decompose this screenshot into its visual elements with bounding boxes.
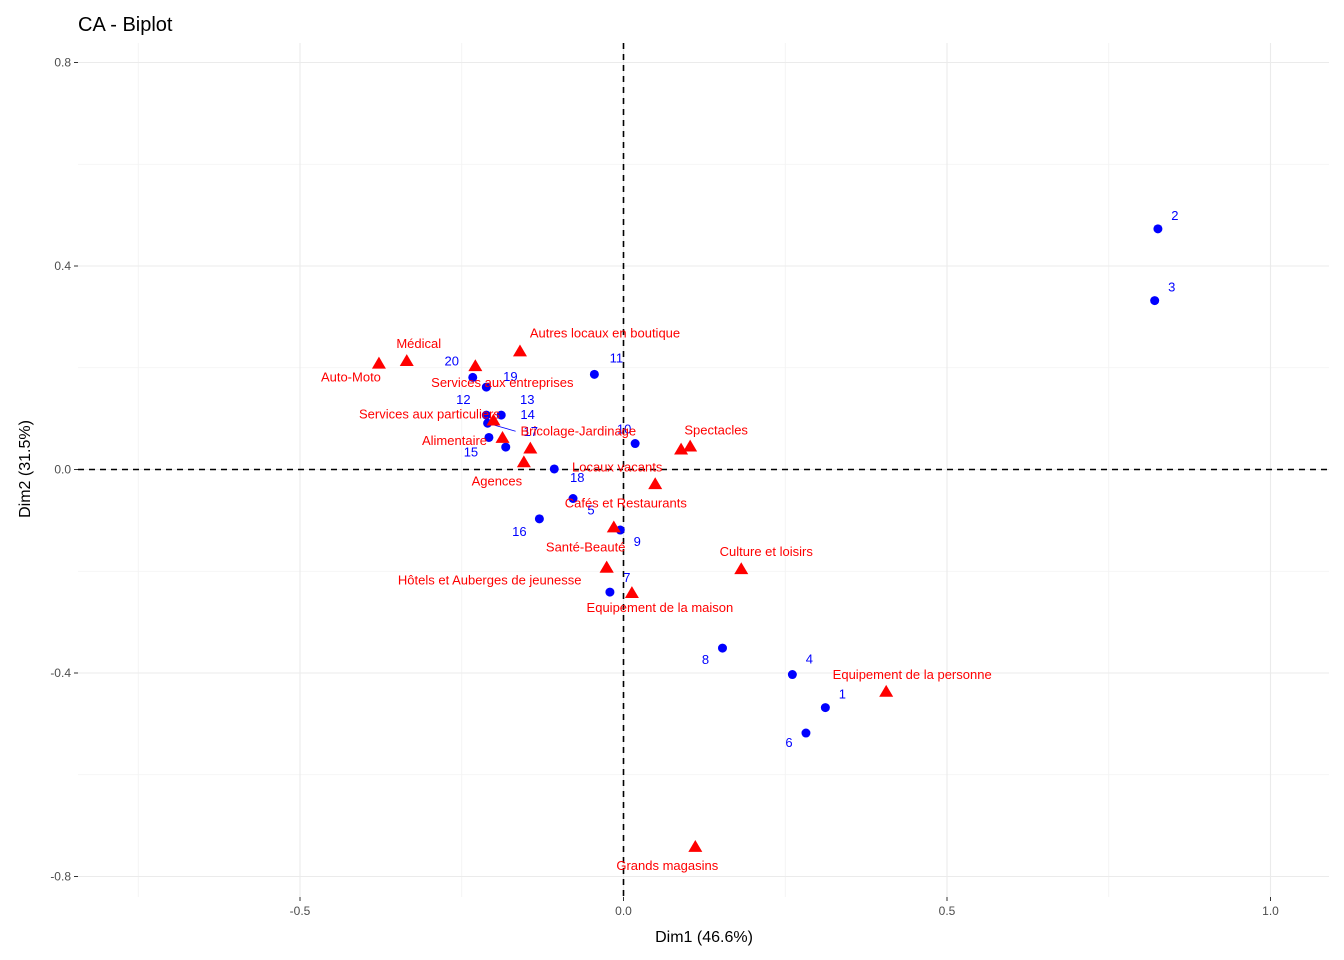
row-point (481, 382, 491, 392)
x-axis: -0.5 0.0 0.5 1.0 (290, 897, 1279, 918)
row-point (1150, 296, 1160, 306)
row-point-label: 13 (520, 392, 534, 407)
column-point (399, 354, 414, 367)
row-point-label: 17 (524, 424, 538, 439)
column-point (879, 684, 894, 697)
column-point (523, 441, 538, 454)
row-point (549, 464, 559, 474)
y-tick-label: -0.8 (50, 870, 71, 884)
x-tick-label: 0.5 (939, 904, 956, 918)
column-point-label: Grands magasins (616, 858, 718, 873)
row-point (630, 439, 640, 449)
column-point (688, 839, 703, 852)
row-point (468, 372, 478, 382)
column-point (648, 477, 663, 490)
row-point-label: 14 (520, 407, 534, 422)
column-point-label: Auto-Moto (321, 370, 381, 385)
row-point (484, 432, 494, 442)
column-point-label: Equipement de la personne (833, 667, 992, 682)
row-point-label: 7 (623, 570, 630, 585)
row-point (820, 703, 830, 713)
column-point (683, 439, 698, 452)
x-tick-label: 1.0 (1262, 904, 1279, 918)
column-point (371, 356, 386, 369)
row-point (589, 369, 599, 379)
row-point-label: 16 (512, 524, 526, 539)
row-point-label: 19 (503, 369, 517, 384)
column-point-label: Hôtels et Auberges de jeunesse (398, 573, 582, 588)
y-axis-title: Dim2 (31.5%) (17, 420, 34, 518)
y-tick-label: -0.4 (50, 666, 71, 680)
x-tick-label: 0.0 (615, 904, 632, 918)
row-point-label: 9 (634, 534, 641, 549)
column-point (468, 359, 483, 372)
row-point-label: 2 (1171, 208, 1178, 223)
column-point (516, 455, 531, 468)
column-point-label: Alimentaire (422, 433, 487, 448)
y-axis: -0.8 -0.4 0.0 0.4 0.8 (50, 56, 78, 884)
column-point-label: Autres locaux en boutique (530, 325, 680, 340)
column-point-label: Equipement de la maison (587, 600, 734, 615)
x-tick-label: -0.5 (290, 904, 311, 918)
row-point-label: 1 (839, 687, 846, 702)
row-point (568, 493, 578, 503)
x-axis-title: Dim1 (46.6%) (655, 929, 753, 946)
row-point (787, 670, 797, 680)
row-point-label: 12 (456, 392, 470, 407)
row-point (534, 514, 544, 524)
column-point-label: Agences (472, 473, 523, 488)
row-point-label: 5 (587, 502, 594, 517)
row-point-label: 4 (806, 652, 813, 667)
column-point (495, 430, 510, 443)
column-point (512, 344, 527, 357)
row-point-label: 18 (570, 470, 584, 485)
column-point-label: Bricolage-Jardinage (521, 424, 637, 439)
row-point-label: 15 (464, 444, 478, 459)
column-point (486, 413, 501, 426)
column-point-label: Locaux vacants (572, 459, 663, 474)
column-point (599, 560, 614, 573)
column-point-label: Spectacles (684, 423, 748, 438)
grid-lines (78, 43, 1329, 897)
row-point-label: 3 (1168, 280, 1175, 295)
data-points (371, 224, 1163, 852)
row-point (496, 410, 506, 420)
column-point (624, 586, 639, 599)
row-point (605, 587, 615, 597)
column-point-label: Culture et loisirs (720, 544, 814, 559)
column-point-label: Services aux particuliers (359, 407, 500, 422)
y-tick-label: 0.0 (54, 463, 71, 477)
chart-title: CA - Biplot (78, 14, 173, 36)
column-point (674, 442, 689, 455)
y-tick-label: 0.4 (54, 259, 71, 273)
column-point (606, 520, 621, 533)
row-point (1153, 224, 1163, 234)
row-point (481, 410, 491, 420)
column-point-label: Santé-Beauté (546, 540, 626, 555)
row-point-label: 6 (785, 735, 792, 750)
column-point-label: Services aux entreprises (431, 375, 574, 390)
y-tick-label: 0.8 (54, 56, 71, 70)
row-point-label: 10 (617, 422, 631, 437)
row-point-label: 8 (702, 652, 709, 667)
column-point-label: Médical (396, 336, 441, 351)
row-point-label: 11 (610, 350, 624, 365)
column-point-label: Cafés et Restaurants (565, 495, 688, 510)
row-point (801, 728, 811, 738)
column-point (734, 562, 749, 575)
row-point-label: 20 (445, 353, 459, 368)
row-point (717, 643, 727, 653)
row-point (501, 442, 511, 452)
